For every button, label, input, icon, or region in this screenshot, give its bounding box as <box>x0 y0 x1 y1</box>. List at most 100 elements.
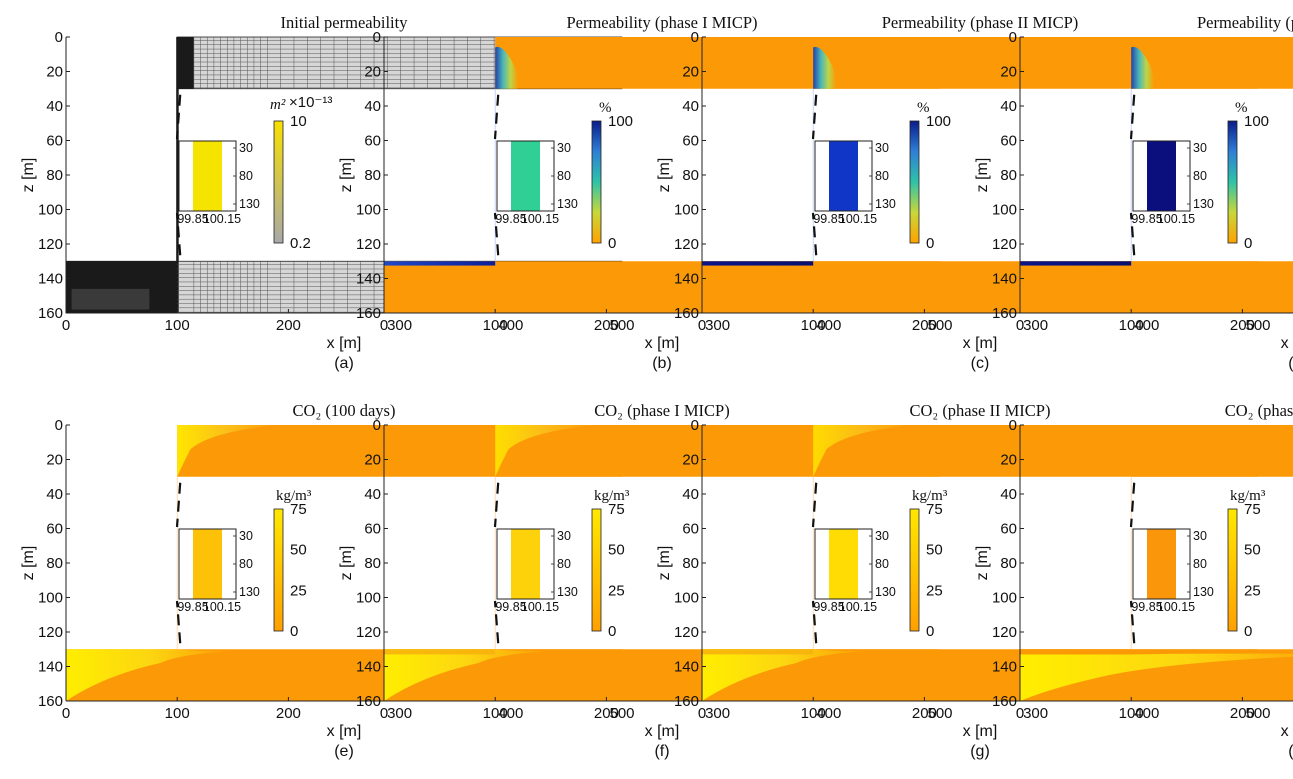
y-tick-label: 20 <box>682 452 699 469</box>
panel-title: CO₂ (phase III MICP) <box>1225 401 1293 420</box>
colorbar-tick-label: 0 <box>608 623 616 640</box>
y-tick-label: 120 <box>356 624 381 641</box>
lower-co2-plume <box>384 649 551 701</box>
inset-z-label: 30 <box>239 141 253 155</box>
y-tick-label: 80 <box>46 167 63 184</box>
lower-treated-strip <box>1020 261 1132 266</box>
colorbar-tick-label: 75 <box>608 501 625 518</box>
colorbar-tick-label: 25 <box>926 582 943 599</box>
y-tick-label: 120 <box>356 236 381 253</box>
y-tick-label: 60 <box>682 521 699 538</box>
inset-connector-bottom <box>175 600 182 644</box>
panel-title: CO₂ (100 days) <box>293 401 396 420</box>
inset-x-label: 99.85 <box>495 212 526 226</box>
y-tick-label: 20 <box>1000 452 1017 469</box>
x-tick-label: 300 <box>705 705 730 722</box>
inset-connector-bottom <box>175 212 182 256</box>
x-tick-label: 500 <box>1245 317 1270 334</box>
inset-connector-top <box>175 482 182 528</box>
inset-fill <box>829 529 858 599</box>
y-tick-label: 0 <box>55 417 63 434</box>
mesh-well-column <box>176 37 179 313</box>
x-tick-label: 0 <box>62 317 70 334</box>
y-tick-label: 100 <box>356 590 381 607</box>
x-tick-label: 100 <box>483 317 508 334</box>
y-axis-label: z [m] <box>20 546 37 581</box>
inset-connector-top <box>493 482 500 528</box>
x-tick-label: 400 <box>816 705 841 722</box>
x-axis-label: x [m] <box>1281 335 1293 352</box>
colorbar-tick-label: 0.2 <box>290 235 311 252</box>
panel-caption: (e) <box>334 743 354 760</box>
y-tick-label: 140 <box>674 271 699 288</box>
x-axis-label: x [m] <box>963 335 998 352</box>
y-tick-label: 120 <box>674 236 699 253</box>
y-tick-label: 80 <box>682 555 699 572</box>
y-tick-label: 160 <box>674 693 699 710</box>
x-tick-label: 100 <box>801 317 826 334</box>
upper-co2-plume <box>177 425 278 477</box>
y-tick-label: 60 <box>364 521 381 538</box>
x-axis-label: x [m] <box>645 335 680 352</box>
x-tick-label: 0 <box>380 705 388 722</box>
x-tick-label: 500 <box>1245 705 1270 722</box>
y-tick-label: 160 <box>356 693 381 710</box>
y-tick-label: 140 <box>992 659 1017 676</box>
upper-plume <box>495 46 519 89</box>
inset-z-label: 130 <box>239 197 260 211</box>
y-tick-label: 120 <box>38 236 63 253</box>
x-tick-label: 400 <box>498 317 523 334</box>
x-tick-label: 0 <box>1016 705 1024 722</box>
inset-x-label: 100.15 <box>521 212 559 226</box>
y-tick-label: 120 <box>992 236 1017 253</box>
colorbar-unit: m² <box>270 97 286 113</box>
y-tick-label: 100 <box>992 202 1017 219</box>
colorbar-unit: % <box>1235 100 1248 116</box>
y-tick-label: 0 <box>1009 417 1017 434</box>
x-tick-label: 0 <box>1016 317 1024 334</box>
y-axis-label: z [m] <box>338 546 355 581</box>
colorbar-unit: kg/m³ <box>276 488 312 504</box>
y-tick-label: 20 <box>364 452 381 469</box>
x-tick-label: 200 <box>1230 705 1255 722</box>
y-tick-label: 20 <box>682 64 699 81</box>
x-tick-label: 0 <box>380 317 388 334</box>
x-axis-label: x [m] <box>327 335 362 352</box>
inset-z-label: 80 <box>875 169 889 183</box>
colorbar-tick-label: 0 <box>1244 623 1252 640</box>
x-axis-label: x [m] <box>327 723 362 740</box>
colorbar-tick-label: 25 <box>290 582 307 599</box>
inset-fill <box>1147 141 1176 211</box>
colorbar-tick-label: 25 <box>1244 582 1261 599</box>
colorbar-tick-label: 0 <box>1244 235 1252 252</box>
inset-x-label: 99.85 <box>813 600 844 614</box>
y-tick-label: 20 <box>364 64 381 81</box>
x-tick-label: 300 <box>1023 705 1048 722</box>
y-tick-label: 60 <box>1000 521 1017 538</box>
y-tick-label: 20 <box>46 64 63 81</box>
inset-connector-top <box>493 94 500 140</box>
inset-z-label: 80 <box>239 169 253 183</box>
inset-connector-top <box>175 94 182 140</box>
x-tick-label: 100 <box>483 705 508 722</box>
inset-connector-top <box>811 94 818 140</box>
inset-x-label: 99.85 <box>177 600 208 614</box>
lower-treated-band <box>702 649 814 655</box>
lower-co2-plume <box>66 649 233 701</box>
y-axis-label: z [m] <box>20 158 37 193</box>
lower-treated-band <box>1020 649 1132 655</box>
panel-caption: (d) <box>1288 355 1293 372</box>
lower-layer-field <box>1020 261 1293 313</box>
y-tick-label: 140 <box>992 271 1017 288</box>
upper-co2-plume <box>495 425 596 477</box>
mesh-dense-patch <box>71 288 150 310</box>
y-tick-label: 160 <box>992 305 1017 322</box>
colorbar <box>273 120 284 244</box>
colorbar-tick-label: 50 <box>290 542 307 559</box>
y-tick-label: 140 <box>38 659 63 676</box>
y-tick-label: 60 <box>1000 133 1017 150</box>
inset-z-label: 130 <box>875 585 896 599</box>
y-tick-label: 60 <box>364 133 381 150</box>
inset-z-label: 80 <box>1193 169 1207 183</box>
panel-caption: (g) <box>970 743 990 760</box>
